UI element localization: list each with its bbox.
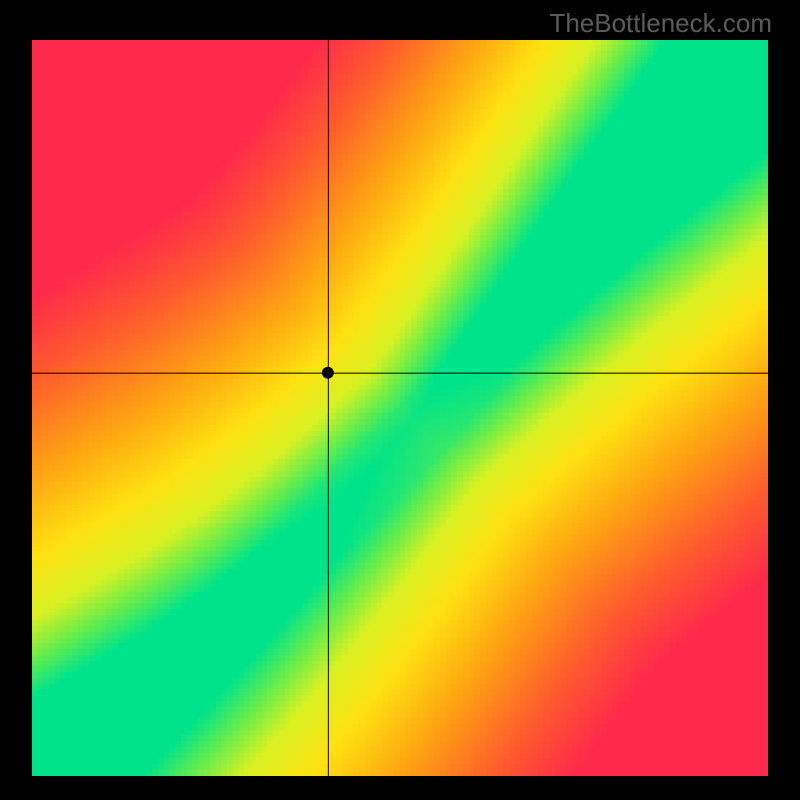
bottleneck-heatmap	[32, 40, 768, 776]
watermark-text: TheBottleneck.com	[549, 8, 772, 39]
